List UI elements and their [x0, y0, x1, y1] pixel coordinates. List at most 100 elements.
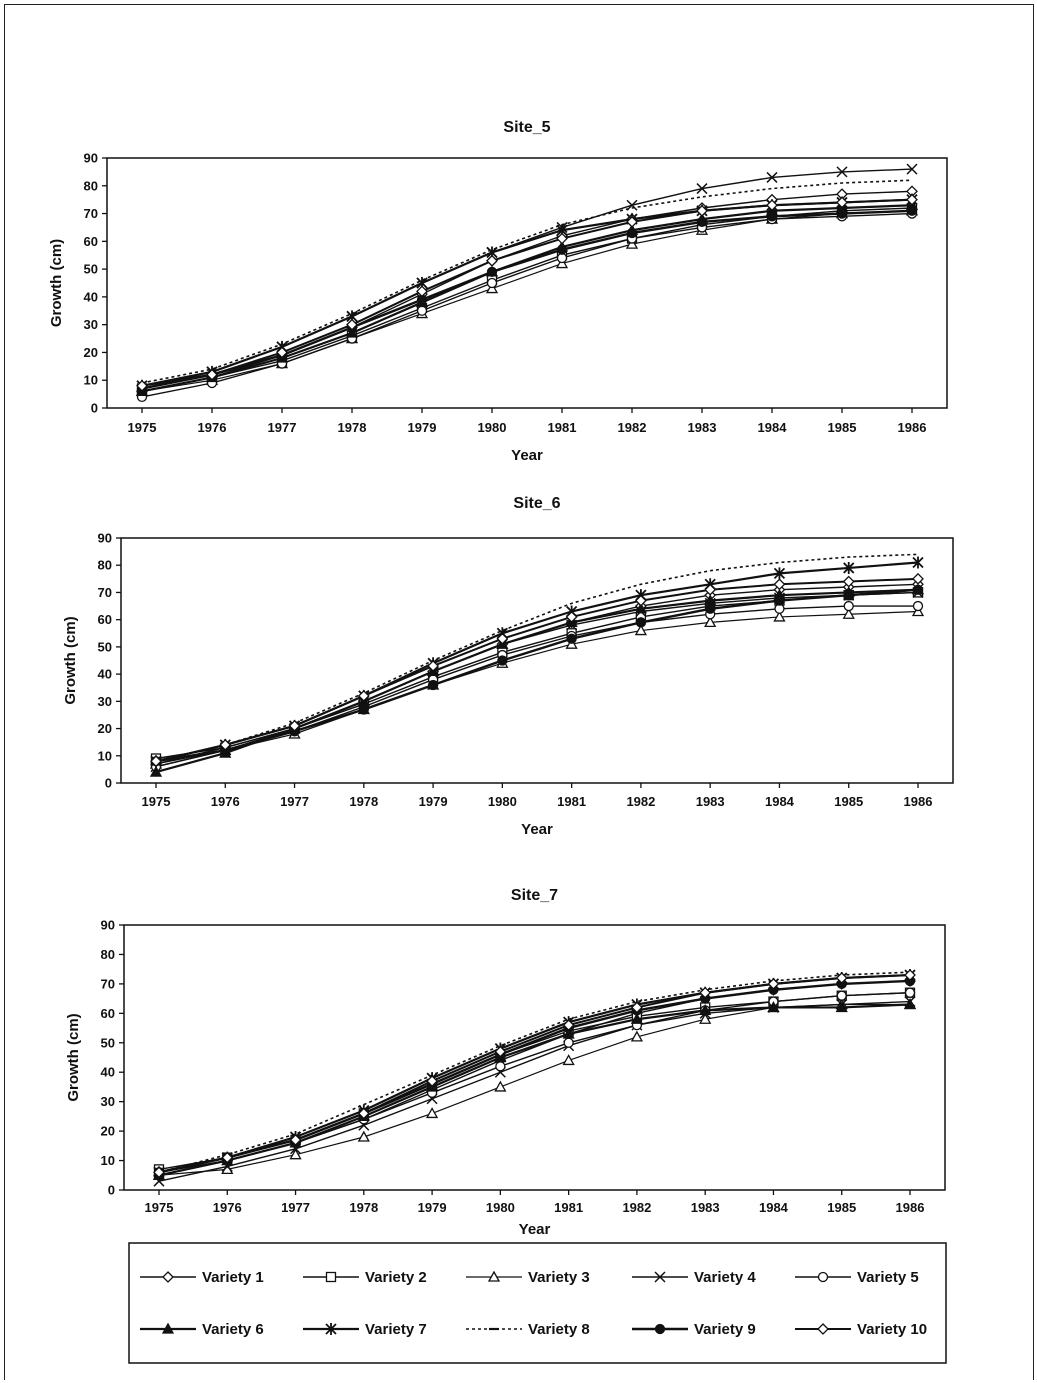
- series-variety-10: [136, 193, 918, 392]
- x-tick-label: 1983: [688, 420, 717, 435]
- x-tick-label: 1982: [622, 1200, 651, 1215]
- series-variety-6: [152, 998, 917, 1180]
- data-point: [565, 611, 578, 623]
- y-tick-label: 90: [98, 531, 112, 546]
- chart-title: Site_7: [511, 887, 558, 904]
- x-tick-label: 1983: [696, 794, 725, 809]
- data-point: [836, 990, 847, 1001]
- data-point: [635, 617, 647, 628]
- plot-area-frame: [120, 537, 954, 784]
- legend-label: Variety 1: [202, 1269, 264, 1286]
- chart-site-5: Site_5 Growth (cm) Year 0 10 20 30 40 50 60 70 80 90…: [48, 119, 948, 464]
- data-point: [425, 1107, 439, 1119]
- y-tick-label: 50: [101, 1035, 115, 1050]
- legend-item-2: Variety 2: [303, 1269, 427, 1286]
- y-tick-label: 50: [84, 262, 98, 277]
- y-tick-label: 30: [84, 317, 98, 332]
- data-point: [773, 610, 786, 622]
- data-point: [289, 1148, 302, 1160]
- y-tick-label: 60: [101, 1006, 115, 1021]
- data-point: [221, 1151, 234, 1164]
- data-point: [630, 1012, 644, 1024]
- x-tick-label: 1980: [488, 794, 517, 809]
- data-point: [358, 704, 369, 715]
- y-axis-label: Growth (cm): [48, 239, 65, 327]
- page-border: [4, 4, 1034, 1380]
- x-tick-label: 1985: [834, 794, 863, 809]
- data-point: [562, 1027, 575, 1039]
- x-tick-label: 1978: [349, 1200, 378, 1215]
- data-point: [699, 986, 712, 999]
- chart-title: Site_6: [513, 495, 560, 512]
- series-variety-8: [158, 971, 911, 1174]
- y-tick-label: 10: [84, 373, 98, 388]
- data-point: [150, 755, 162, 768]
- legend-item-5: Variety 5: [795, 1269, 919, 1286]
- legend-item-9: Variety 9: [632, 1321, 756, 1338]
- series-line: [141, 179, 913, 384]
- data-point: [843, 590, 854, 601]
- series-line: [141, 198, 913, 387]
- legend-label: Variety 3: [528, 1269, 590, 1286]
- data-point: [843, 561, 855, 574]
- y-tick-label: 30: [98, 694, 112, 709]
- data-point: [842, 575, 855, 588]
- data-point: [494, 1080, 507, 1092]
- series-variety-8: [155, 553, 919, 763]
- y-tick-label: 0: [108, 1183, 115, 1198]
- series-line: [155, 577, 919, 763]
- data-point: [766, 199, 778, 212]
- data-point: [699, 1012, 712, 1024]
- data-point: [912, 584, 924, 595]
- x-tick-label: 1980: [486, 1200, 515, 1215]
- legend-marker: [654, 1271, 666, 1283]
- data-point: [426, 1075, 439, 1087]
- data-point: [634, 602, 648, 614]
- series-line: [158, 992, 911, 1171]
- data-point: [556, 232, 568, 245]
- series-line: [155, 605, 918, 768]
- chart-site-7: Site_7 Growth (cm) Year 0 10 20 30 40 50 60 70 80 90…: [65, 887, 946, 1238]
- legend-item-7: Variety 7: [303, 1321, 427, 1338]
- data-point: [912, 556, 924, 569]
- data-point: [288, 719, 301, 732]
- series-line: [155, 591, 919, 768]
- x-tick-label: 1978: [349, 794, 378, 809]
- chart-site-6: Site_6 Growth (cm) Year 0 10 20 30 40 50 60 70 80 90…: [62, 495, 954, 838]
- series-variety-5: [153, 987, 916, 1178]
- series-variety-9: [150, 584, 924, 767]
- x-tick-label: 1982: [626, 794, 655, 809]
- data-point: [416, 305, 428, 316]
- series-line: [141, 209, 913, 390]
- y-tick-label: 60: [98, 612, 112, 627]
- x-tick-label: 1981: [557, 794, 586, 809]
- y-axis-label: Growth (cm): [65, 1013, 82, 1101]
- x-tick-label: 1984: [759, 1200, 789, 1215]
- series-variety-3: [149, 605, 925, 769]
- series-line: [141, 212, 913, 398]
- data-point: [494, 1045, 507, 1058]
- data-point: [836, 166, 848, 178]
- legend-marker: [161, 1322, 175, 1334]
- legend-item-1: Variety 1: [140, 1269, 264, 1286]
- data-point: [766, 211, 778, 222]
- series-line: [141, 198, 913, 387]
- data-point: [843, 600, 854, 612]
- y-tick-label: 40: [101, 1065, 115, 1080]
- plot-area-frame: [106, 157, 948, 409]
- x-tick-label: 1977: [268, 420, 297, 435]
- x-axis-label: Year: [511, 447, 543, 464]
- x-tick-label: 1986: [896, 1200, 925, 1215]
- data-point: [626, 215, 638, 228]
- data-point: [626, 227, 638, 239]
- legend-label: Variety 10: [857, 1321, 927, 1338]
- series-line: [155, 610, 919, 765]
- legend-item-8: Variety 8: [466, 1321, 590, 1338]
- legend-label: Variety 8: [528, 1321, 590, 1338]
- y-tick-label: 20: [101, 1124, 115, 1139]
- data-point: [912, 600, 924, 612]
- series-variety-4: [136, 163, 918, 395]
- data-point: [486, 266, 498, 278]
- data-point: [346, 318, 358, 331]
- series-line: [158, 1003, 911, 1177]
